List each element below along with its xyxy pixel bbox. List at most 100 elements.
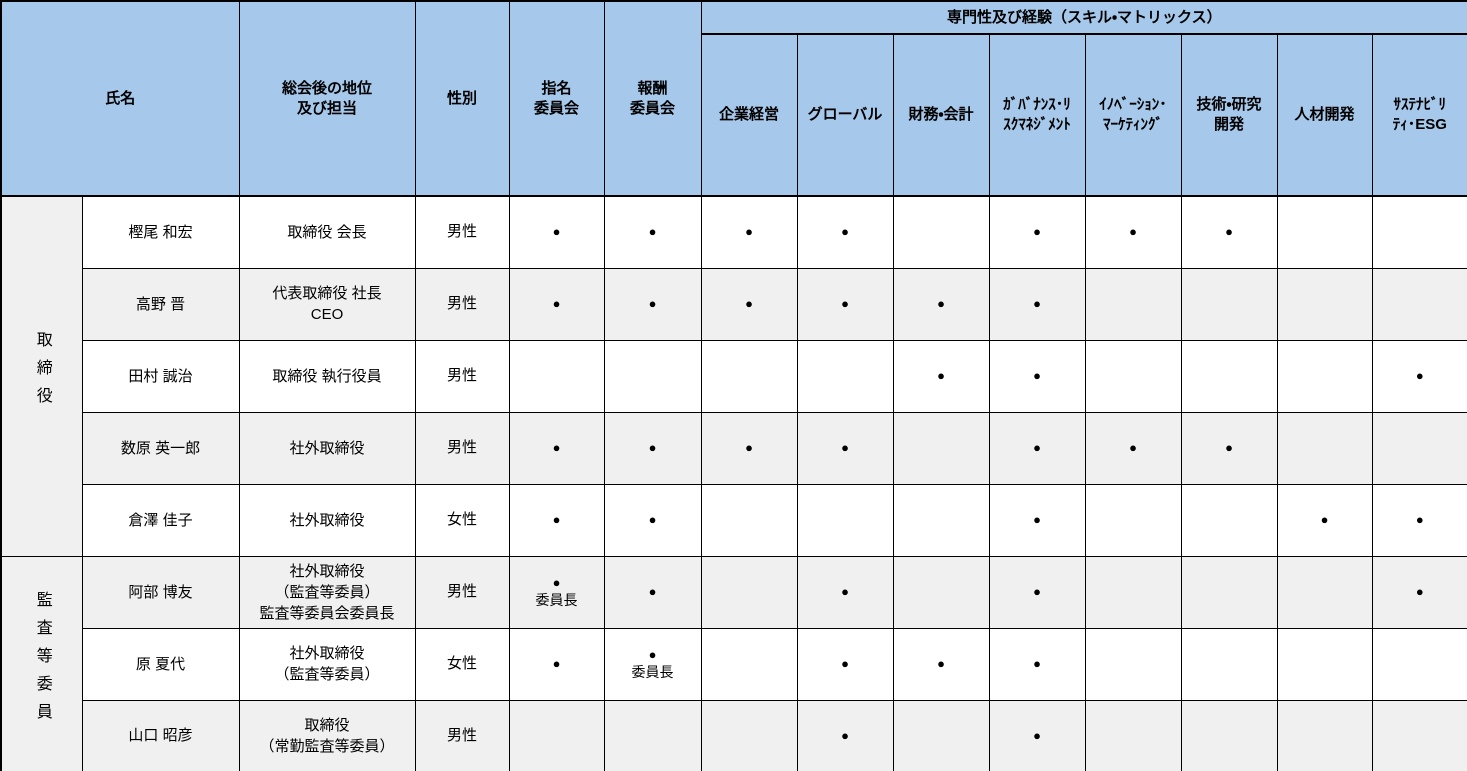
skill-cell: ● xyxy=(988,195,1086,269)
member-name: 原 夏代 xyxy=(81,627,240,701)
membership-dot: ● xyxy=(648,296,657,311)
skill-cell: ● xyxy=(1084,195,1182,269)
skill-cell: ● xyxy=(892,267,990,341)
member-name: 樫尾 和宏 xyxy=(81,195,240,269)
member-gender: 男性 xyxy=(414,195,510,269)
member-name: 山口 昭彦 xyxy=(81,699,240,771)
member-position: 取締役 執行役員 xyxy=(238,339,416,413)
skill-cell xyxy=(892,483,990,557)
skill-cell xyxy=(892,555,990,629)
membership-dot: ● xyxy=(552,296,561,311)
skill-cell: ● xyxy=(988,267,1086,341)
skill-cell: ● xyxy=(892,339,990,413)
skill-cell xyxy=(1180,699,1278,771)
skill-cell xyxy=(1084,555,1182,629)
col-header-finance-accounting: 財務・会計 xyxy=(892,33,990,197)
member-position: 取締役 会長 xyxy=(238,195,416,269)
skill-cell xyxy=(796,483,894,557)
table-row: 取締役 樫尾 和宏 取締役 会長 男性 ● ● ● ● ● ● ● xyxy=(0,195,1467,557)
skill-cell: ● xyxy=(988,411,1086,485)
compensation-cell: ● xyxy=(603,195,702,269)
skill-cell xyxy=(700,339,798,413)
skill-cell: ● xyxy=(988,699,1086,771)
member-position: 社外取締役 （監査等委員） xyxy=(238,627,416,701)
table-row: 数原 英一郎 社外取締役 男性 ● ● ● ● ● ● ● xyxy=(1,411,1467,485)
chair-label: 委員長 xyxy=(535,592,578,608)
member-position: 取締役 （常勤監査等委員） xyxy=(238,699,416,771)
skill-cell: ● xyxy=(1180,195,1278,269)
skill-cell xyxy=(1084,267,1182,341)
table-row: 高野 晋 代表取締役 社長 CEO 男性 ● ● ● ● ● ● xyxy=(1,267,1467,341)
skill-cell xyxy=(1180,483,1278,557)
skill-cell xyxy=(1371,195,1467,269)
group-cell-audit-committee: 監査等委員 xyxy=(0,555,83,771)
skill-cell: ● xyxy=(796,627,894,701)
nomination-cell: ● xyxy=(508,411,605,485)
skill-cell xyxy=(1371,699,1467,771)
member-gender: 男性 xyxy=(414,339,510,413)
skill-cell xyxy=(1084,627,1182,701)
membership-dot: ● xyxy=(552,656,561,671)
skill-cell: ● xyxy=(1180,411,1278,485)
skill-cell xyxy=(1084,339,1182,413)
skill-cell xyxy=(1276,195,1373,269)
member-name: 数原 英一郎 xyxy=(81,411,240,485)
member-name: 阿部 博友 xyxy=(81,555,240,629)
skill-cell: ● xyxy=(700,411,798,485)
skill-cell xyxy=(1371,267,1467,341)
table-row: 田村 誠治 取締役 執行役員 男性 ● ● ● xyxy=(1,339,1467,413)
col-header-name: 氏名 xyxy=(0,0,240,197)
skill-cell: ● xyxy=(1084,411,1182,485)
member-gender: 男性 xyxy=(414,555,510,629)
table-row: 山口 昭彦 取締役 （常勤監査等委員） 男性 ● ● xyxy=(1,699,1467,771)
member-gender: 女性 xyxy=(414,627,510,701)
table-body: 取締役 樫尾 和宏 取締役 会長 男性 ● ● ● ● ● ● ● 高野 晋 代… xyxy=(0,195,1467,771)
skill-cell: ● xyxy=(1276,483,1373,557)
skill-cell xyxy=(700,555,798,629)
member-gender: 男性 xyxy=(414,411,510,485)
membership-dot: ● xyxy=(648,512,657,527)
membership-dot: ● xyxy=(648,584,657,599)
table-header: 氏名 総会後の地位 及び担当 性別 指名 委員会 報酬 委員会 専門性及び経験（… xyxy=(0,0,1467,197)
skill-cell xyxy=(1276,627,1373,701)
member-position: 代表取締役 社長 CEO xyxy=(238,267,416,341)
skill-cell xyxy=(1276,267,1373,341)
col-header-innovation-marketing: ｲﾉﾍﾞｰｼｮﾝ･ ﾏｰｹﾃｨﾝｸﾞ xyxy=(1084,33,1182,197)
skill-cell xyxy=(700,699,798,771)
member-gender: 男性 xyxy=(414,699,510,771)
nomination-cell: ● xyxy=(508,195,605,269)
skill-cell: ● xyxy=(796,267,894,341)
membership-dot: ● xyxy=(552,440,561,455)
col-header-position: 総会後の地位 及び担当 xyxy=(238,0,416,197)
col-header-global: グローバル xyxy=(796,33,894,197)
skill-cell xyxy=(796,339,894,413)
compensation-cell xyxy=(603,699,702,771)
member-position: 社外取締役 xyxy=(238,411,416,485)
skill-cell: ● xyxy=(988,555,1086,629)
member-gender: 男性 xyxy=(414,267,510,341)
col-header-compensation-committee: 報酬 委員会 xyxy=(603,0,702,197)
skill-cell: ● xyxy=(1371,483,1467,557)
skill-cell: ● xyxy=(1371,339,1467,413)
skill-cell: ● xyxy=(796,555,894,629)
col-header-gender: 性別 xyxy=(414,0,510,197)
col-header-governance-risk: ｶﾞﾊﾞﾅﾝｽ･ﾘ ｽｸﾏﾈｼﾞﾒﾝﾄ xyxy=(988,33,1086,197)
col-header-sustainability-esg: ｻｽﾃﾅﾋﾞﾘ ﾃｨ･ESG xyxy=(1371,33,1467,197)
col-header-business-management: 企業経営 xyxy=(700,33,798,197)
skill-cell xyxy=(1180,555,1278,629)
skill-cell xyxy=(1276,411,1373,485)
nomination-cell xyxy=(508,699,605,771)
member-name: 高野 晋 xyxy=(81,267,240,341)
skill-cell xyxy=(1180,339,1278,413)
col-header-hr-development: 人材開発 xyxy=(1276,33,1373,197)
skill-cell: ● xyxy=(988,627,1086,701)
nomination-cell: ● xyxy=(508,483,605,557)
skill-cell xyxy=(892,699,990,771)
skill-cell: ● xyxy=(988,339,1086,413)
skill-cell xyxy=(1276,555,1373,629)
member-position: 社外取締役 （監査等委員） 監査等委員会委員長 xyxy=(238,555,416,629)
compensation-cell: ● xyxy=(603,483,702,557)
col-header-tech-rnd: 技術・研究 開発 xyxy=(1180,33,1278,197)
